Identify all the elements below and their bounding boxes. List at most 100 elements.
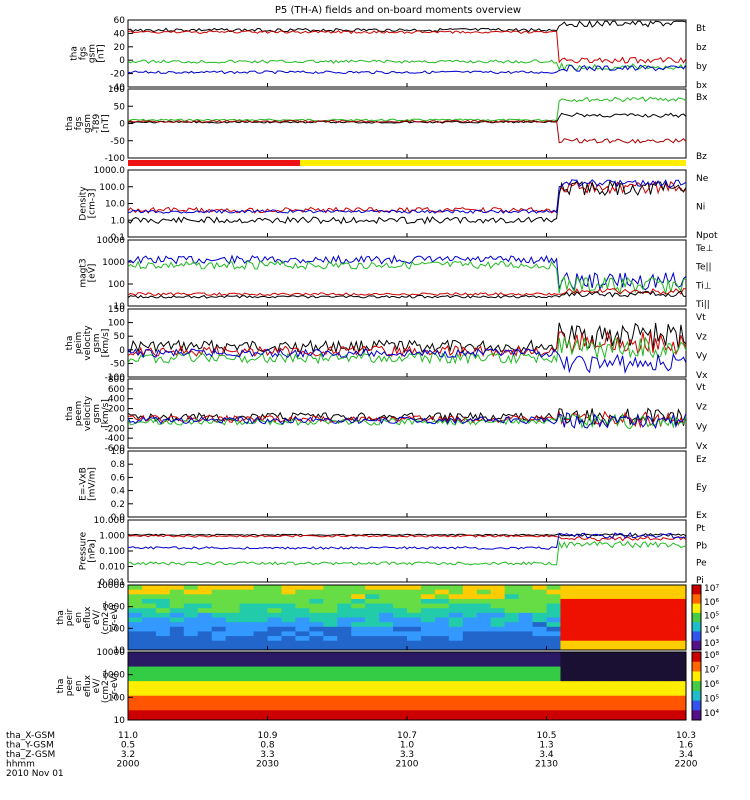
spectrogram-cell bbox=[434, 676, 450, 682]
spectrogram-cell bbox=[448, 671, 464, 677]
spectrogram-cell bbox=[393, 626, 408, 632]
spectrogram-cell bbox=[518, 686, 534, 692]
spectrogram-cell bbox=[434, 636, 450, 642]
colorbar-segment bbox=[692, 681, 701, 692]
spectrogram-cell bbox=[616, 676, 631, 682]
spectrogram-cell bbox=[420, 626, 436, 632]
spectrogram-cell bbox=[588, 594, 603, 600]
y-axis-label: [mV/m] bbox=[88, 467, 98, 501]
spectrogram-cell bbox=[141, 715, 157, 721]
spectrogram-cell bbox=[574, 631, 589, 637]
spectrogram-cell bbox=[169, 666, 185, 672]
ephemeris-value: 2030 bbox=[256, 760, 279, 770]
spectrogram-cell bbox=[574, 681, 589, 687]
spectrogram-cell bbox=[504, 636, 520, 642]
spectrogram-cell bbox=[337, 631, 352, 637]
spectrogram-cell bbox=[323, 626, 338, 632]
spectrogram-cell bbox=[267, 594, 282, 600]
y-axis-label: tha bbox=[56, 679, 66, 694]
spectrogram-cell bbox=[574, 603, 589, 609]
colorbar-label: 10⁷ bbox=[704, 584, 719, 594]
spectrogram-cell bbox=[574, 695, 589, 702]
trace-Vt-ion bbox=[127, 322, 687, 355]
spectrogram-cell bbox=[588, 700, 603, 706]
spectrogram-cell bbox=[365, 622, 380, 628]
spectrogram-cell bbox=[630, 710, 645, 716]
spectrogram-cell bbox=[490, 589, 506, 595]
spectrogram-cell bbox=[211, 686, 227, 692]
spectrogram-cell bbox=[351, 676, 366, 682]
y-axis-label: tha bbox=[65, 406, 75, 421]
spectrogram-cell bbox=[574, 645, 589, 651]
spectrogram-cell bbox=[197, 700, 213, 706]
spectrogram-cell bbox=[155, 645, 171, 651]
spectrogram-cell bbox=[588, 585, 603, 591]
panel-frame bbox=[127, 169, 687, 238]
spectrogram-cell bbox=[630, 608, 645, 614]
spectrogram-cell bbox=[337, 585, 352, 591]
spectrogram-cell bbox=[351, 671, 366, 677]
spectrogram-cell bbox=[365, 710, 380, 716]
spectrogram-cell bbox=[323, 676, 338, 682]
spectrogram-cell bbox=[309, 594, 324, 600]
legend-Pi: Pi bbox=[696, 576, 704, 586]
colorbar-frame bbox=[691, 584, 702, 651]
spectrogram-cell bbox=[616, 666, 631, 672]
spectrogram-cell bbox=[337, 715, 352, 721]
spectrogram-cell bbox=[658, 686, 673, 692]
spectrogram-cell bbox=[393, 652, 408, 658]
spectrogram-cell bbox=[267, 631, 282, 637]
y-tick-label: -100 bbox=[105, 373, 126, 383]
spectrogram-cell bbox=[518, 608, 534, 614]
spectrogram-cell bbox=[365, 690, 380, 697]
spectrogram-cell bbox=[155, 676, 171, 682]
y-tick-label: 0.6 bbox=[111, 473, 126, 483]
ephemeris-value: 10.7 bbox=[397, 731, 417, 741]
spectrogram-cell bbox=[239, 589, 255, 595]
spectrogram-cell bbox=[253, 622, 268, 628]
spectrogram-cell bbox=[295, 690, 310, 697]
spectrogram-cell bbox=[560, 626, 575, 632]
spectrogram-cell bbox=[560, 603, 575, 609]
legend-Ti⊥: Ti⊥ bbox=[695, 281, 712, 291]
spectrogram-cell bbox=[476, 695, 492, 702]
spectrogram-cell bbox=[672, 612, 687, 618]
spectrogram-cell bbox=[602, 671, 617, 677]
panel-2: 100 50 0 -50 -100 tha fgs gsm -T89 [nT] Bx Bz bbox=[65, 85, 708, 164]
spectrogram-cell bbox=[630, 656, 645, 663]
spectrogram-cell bbox=[672, 622, 687, 628]
panel-frame bbox=[127, 88, 687, 159]
spectrogram-cell bbox=[309, 715, 324, 721]
spectrogram-cell bbox=[504, 622, 520, 628]
colorbar-frame bbox=[691, 651, 702, 721]
spectrogram-cell bbox=[546, 681, 561, 687]
spectrogram-cell bbox=[211, 681, 227, 687]
spectrogram-cell bbox=[560, 594, 575, 600]
spectrogram-cell bbox=[379, 636, 394, 642]
legend-Pb: Pb bbox=[696, 541, 707, 551]
spectrogram-cell bbox=[211, 594, 227, 600]
spectrogram-cell bbox=[309, 656, 324, 663]
spectrogram-cell bbox=[462, 690, 478, 697]
spectrogram-cell bbox=[630, 705, 645, 711]
spectrogram-cell bbox=[239, 636, 255, 642]
spectrogram-cell bbox=[462, 695, 478, 702]
spectrogram-cell bbox=[602, 661, 617, 668]
panel-frame bbox=[127, 378, 687, 449]
spectrogram-cell bbox=[462, 589, 478, 595]
spectrogram-cell bbox=[532, 645, 547, 651]
spectrogram-cell bbox=[309, 710, 324, 716]
spectrogram-cell bbox=[197, 636, 213, 642]
spectrogram-cell bbox=[379, 598, 394, 605]
y-tick-label: 0.100 bbox=[99, 547, 125, 557]
spectrogram-cell bbox=[253, 640, 268, 646]
spectrogram-cell bbox=[574, 636, 589, 642]
spectrogram-cell bbox=[169, 608, 185, 614]
spectrogram-cell bbox=[225, 695, 241, 702]
spectrogram-cell bbox=[128, 631, 143, 637]
legend-Ez: Ez bbox=[696, 455, 707, 465]
panel-7: 1.0 0.8 0.6 0.4 0.2 0.0 E=-VxB [mV/m] Ez Ey Ex bbox=[79, 447, 708, 523]
y-axis-label: E=-VxB bbox=[79, 467, 89, 501]
spectrogram-cell bbox=[183, 594, 199, 600]
spectrogram-cell bbox=[407, 666, 422, 672]
